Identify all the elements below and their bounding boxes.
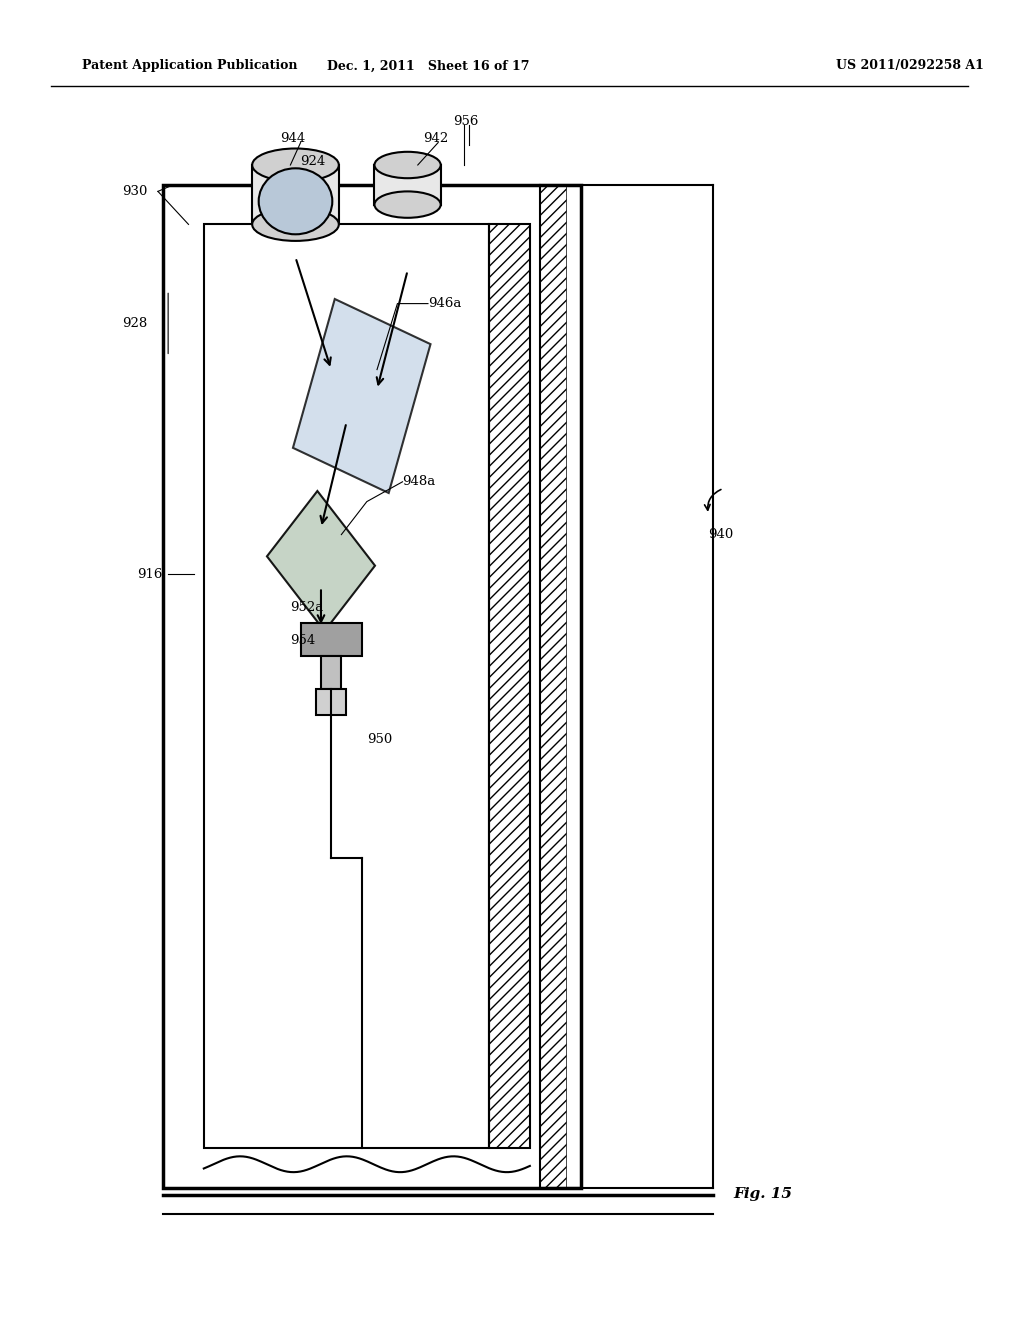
Text: 948a: 948a [402, 475, 436, 488]
Text: 950: 950 [367, 733, 392, 746]
Text: 952a: 952a [291, 601, 324, 614]
Ellipse shape [252, 149, 339, 181]
Text: Patent Application Publication: Patent Application Publication [82, 59, 297, 73]
Text: Fig. 15: Fig. 15 [733, 1187, 793, 1201]
Text: US 2011/0292258 A1: US 2011/0292258 A1 [836, 59, 983, 73]
Ellipse shape [375, 152, 440, 178]
Text: 928: 928 [122, 317, 147, 330]
Bar [489, 224, 529, 1148]
Text: Dec. 1, 2011   Sheet 16 of 17: Dec. 1, 2011 Sheet 16 of 17 [327, 59, 529, 73]
Text: 944: 944 [281, 132, 305, 145]
Bar [540, 185, 565, 1188]
Ellipse shape [252, 209, 339, 242]
Text: 930: 930 [122, 185, 147, 198]
Bar [252, 165, 339, 224]
Text: 940: 940 [709, 528, 733, 541]
Text: 924: 924 [301, 154, 326, 168]
Ellipse shape [375, 191, 440, 218]
Bar [321, 656, 341, 689]
Bar [315, 689, 346, 715]
Text: 942: 942 [423, 132, 449, 145]
Bar [301, 623, 361, 656]
Ellipse shape [259, 168, 333, 235]
Polygon shape [267, 491, 375, 631]
Text: 956: 956 [454, 115, 479, 128]
Text: 946a: 946a [428, 297, 462, 310]
Polygon shape [293, 300, 430, 492]
Text: 916: 916 [137, 568, 163, 581]
Bar [163, 185, 581, 1188]
Bar [375, 165, 440, 205]
Text: 954: 954 [291, 634, 315, 647]
Bar [204, 224, 489, 1148]
